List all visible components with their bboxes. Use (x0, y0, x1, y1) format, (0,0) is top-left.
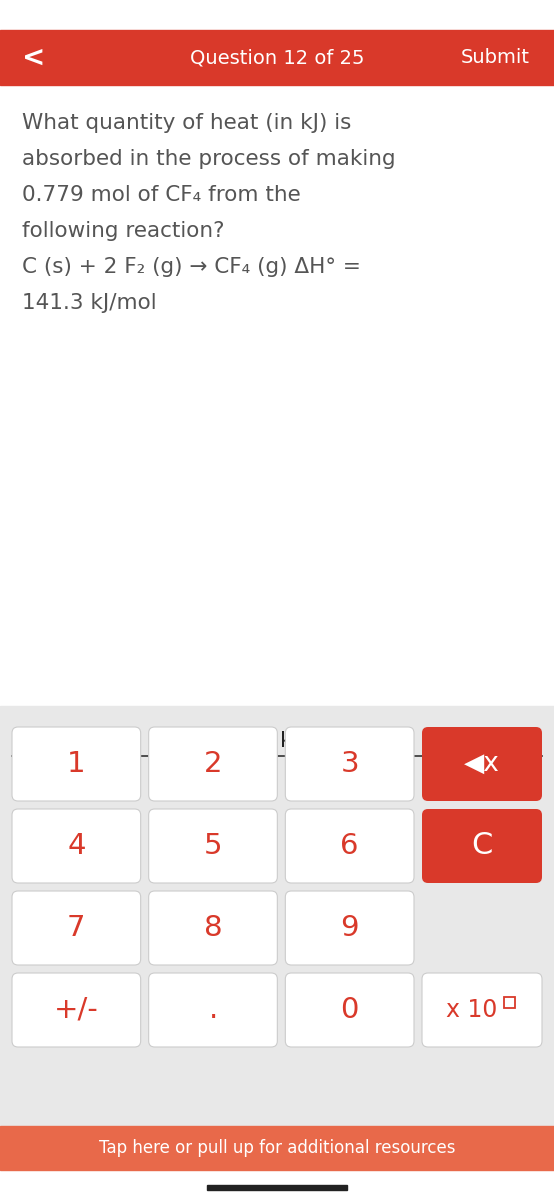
FancyBboxPatch shape (285, 890, 414, 965)
Text: .: . (208, 996, 218, 1024)
Text: C (s) + 2 F₂ (g) → CF₄ (g) ΔH° =: C (s) + 2 F₂ (g) → CF₄ (g) ΔH° = (22, 257, 361, 277)
Text: kJ: kJ (280, 731, 300, 751)
Text: 8: 8 (204, 914, 222, 942)
FancyBboxPatch shape (148, 809, 278, 883)
Text: 141.3 kJ/mol: 141.3 kJ/mol (22, 293, 157, 313)
Text: <: < (22, 43, 45, 72)
Text: +/-: +/- (54, 996, 99, 1024)
FancyBboxPatch shape (12, 809, 141, 883)
FancyBboxPatch shape (148, 890, 278, 965)
Bar (0, 30, 554, 85)
Bar (0, 1126, 554, 1170)
FancyBboxPatch shape (285, 973, 414, 1046)
FancyBboxPatch shape (148, 973, 278, 1046)
Bar (0, 706, 554, 1126)
Text: 0.779 mol of CF₄ from the: 0.779 mol of CF₄ from the (22, 185, 301, 205)
Bar (504, 997, 515, 1008)
Text: Question 12 of 25: Question 12 of 25 (190, 48, 364, 67)
Text: 5: 5 (204, 832, 222, 860)
Text: Submit: Submit (461, 48, 530, 67)
Text: 2: 2 (204, 750, 222, 778)
FancyBboxPatch shape (422, 727, 542, 802)
Text: following reaction?: following reaction? (22, 221, 224, 241)
Text: Tap here or pull up for additional resources: Tap here or pull up for additional resou… (99, 1139, 455, 1157)
Text: C: C (471, 832, 493, 860)
Text: What quantity of heat (in kJ) is: What quantity of heat (in kJ) is (22, 113, 351, 133)
Text: 9: 9 (340, 914, 359, 942)
FancyBboxPatch shape (12, 973, 141, 1046)
FancyBboxPatch shape (12, 890, 141, 965)
FancyBboxPatch shape (148, 727, 278, 802)
FancyBboxPatch shape (285, 809, 414, 883)
Text: x 10: x 10 (447, 998, 497, 1022)
FancyBboxPatch shape (12, 727, 141, 802)
FancyBboxPatch shape (422, 973, 542, 1046)
Bar (207, 1186, 347, 1190)
Text: 0: 0 (341, 996, 359, 1024)
Text: 1: 1 (67, 750, 86, 778)
Text: absorbed in the process of making: absorbed in the process of making (22, 149, 396, 169)
Text: ◀x: ◀x (464, 751, 500, 778)
FancyBboxPatch shape (285, 727, 414, 802)
FancyBboxPatch shape (422, 809, 542, 883)
Text: 6: 6 (340, 832, 359, 860)
Text: 7: 7 (67, 914, 85, 942)
Bar (0, 0, 554, 30)
Bar (0, 85, 554, 706)
Text: 3: 3 (340, 750, 359, 778)
Text: 4: 4 (67, 832, 85, 860)
